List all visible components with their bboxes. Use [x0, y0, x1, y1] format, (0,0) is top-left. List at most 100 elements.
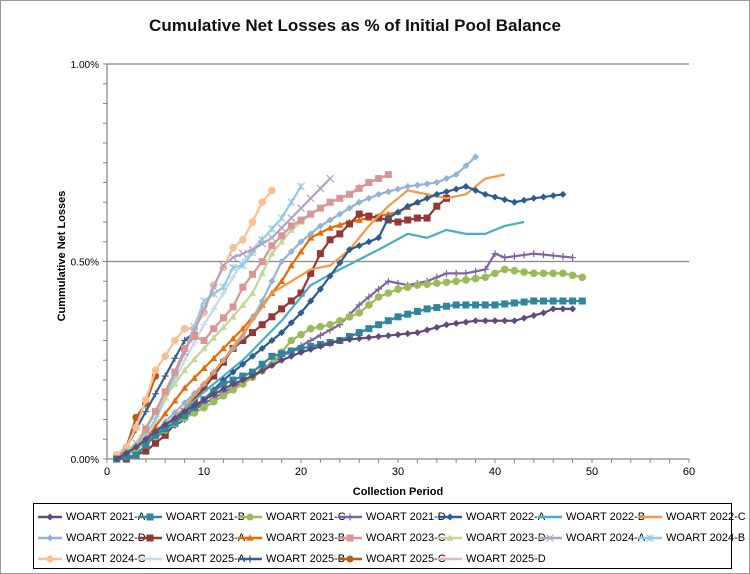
data-point — [501, 254, 509, 262]
legend-item: WOART 2021-B — [136, 506, 245, 527]
data-point — [297, 348, 305, 356]
data-point — [394, 208, 402, 216]
legend-label: WOART 2023-D — [466, 531, 546, 544]
data-point — [258, 360, 266, 368]
x-tick-label: 0 — [104, 466, 110, 478]
data-point — [152, 408, 159, 416]
data-point — [336, 194, 344, 202]
data-point — [307, 230, 315, 238]
data-point — [462, 276, 470, 284]
data-point — [152, 439, 159, 447]
data-point — [258, 321, 266, 329]
data-point — [209, 397, 218, 406]
legend-item: WOART 2025-B — [236, 548, 345, 569]
y-tick-label: 1.00% — [71, 60, 99, 71]
legend-item: WOART 2023-A — [136, 527, 245, 548]
data-point — [239, 283, 247, 291]
legend-swatch-icon — [438, 534, 462, 541]
data-point — [336, 221, 344, 228]
series-line — [116, 299, 583, 461]
data-point — [307, 297, 315, 305]
legend-item: WOART 2021-C — [236, 506, 346, 527]
x-tick-label: 60 — [683, 466, 695, 478]
data-point — [559, 305, 567, 313]
data-point — [219, 261, 228, 270]
data-point — [355, 184, 363, 192]
data-point — [423, 214, 431, 222]
data-point — [161, 410, 169, 417]
data-point — [287, 226, 295, 233]
data-point — [142, 441, 150, 449]
data-point — [345, 313, 354, 321]
data-point — [297, 344, 305, 352]
legend-marker — [46, 534, 54, 541]
data-point — [287, 214, 296, 222]
legend-label: WOART 2022-C — [666, 510, 746, 523]
data-point — [142, 395, 150, 404]
data-point — [239, 372, 247, 380]
data-point — [277, 214, 286, 222]
legend-marker — [446, 513, 454, 520]
data-point — [491, 269, 499, 278]
legend-swatch-icon — [638, 533, 662, 542]
data-point — [142, 408, 150, 416]
series-line — [116, 252, 573, 460]
data-point — [161, 431, 169, 439]
data-point — [316, 285, 324, 293]
x-tick-label: 50 — [586, 466, 598, 478]
data-point — [355, 329, 363, 337]
data-point — [326, 198, 334, 206]
data-point — [433, 323, 441, 331]
data-point — [306, 324, 315, 333]
data-point — [229, 273, 237, 281]
legend-item: WOART 2022-A — [436, 506, 545, 527]
data-point — [171, 368, 179, 376]
legend-item: WOART 2025-D — [436, 548, 546, 569]
data-point — [326, 339, 334, 347]
data-point — [200, 364, 208, 371]
data-point — [472, 153, 480, 161]
legend-label: WOART 2023-C — [366, 531, 446, 544]
data-point — [287, 222, 295, 230]
data-point — [268, 313, 276, 321]
data-point — [258, 344, 266, 352]
data-point — [530, 311, 538, 319]
data-point — [171, 418, 179, 426]
data-point — [462, 182, 470, 190]
data-point — [336, 230, 344, 238]
legend-label: WOART 2025-A — [166, 552, 246, 565]
data-point — [501, 317, 509, 325]
data-point — [152, 427, 159, 435]
data-point — [355, 242, 363, 250]
data-point — [287, 198, 296, 207]
data-point — [132, 443, 140, 451]
data-point — [491, 301, 499, 309]
data-point — [268, 242, 276, 250]
data-point — [433, 190, 441, 198]
legend-marker — [146, 534, 154, 541]
data-point — [578, 273, 587, 282]
data-point — [384, 332, 392, 340]
data-point — [510, 198, 518, 206]
data-point — [249, 289, 256, 296]
data-point — [307, 269, 315, 277]
data-point — [540, 193, 547, 201]
data-point — [578, 297, 586, 305]
data-point — [306, 194, 315, 203]
data-point — [287, 352, 295, 360]
legend-item: WOART 2025-C — [336, 548, 446, 569]
data-point — [161, 372, 169, 380]
series-line — [116, 173, 505, 460]
data-point — [491, 193, 499, 201]
data-point — [530, 297, 538, 305]
data-point — [365, 194, 373, 202]
data-point — [268, 362, 276, 370]
data-point — [510, 266, 519, 275]
data-point — [142, 425, 150, 433]
data-point — [423, 305, 431, 313]
legend-item: WOART 2022-D — [36, 527, 146, 548]
data-point — [394, 285, 402, 293]
data-point — [268, 337, 276, 344]
data-point — [443, 302, 450, 310]
